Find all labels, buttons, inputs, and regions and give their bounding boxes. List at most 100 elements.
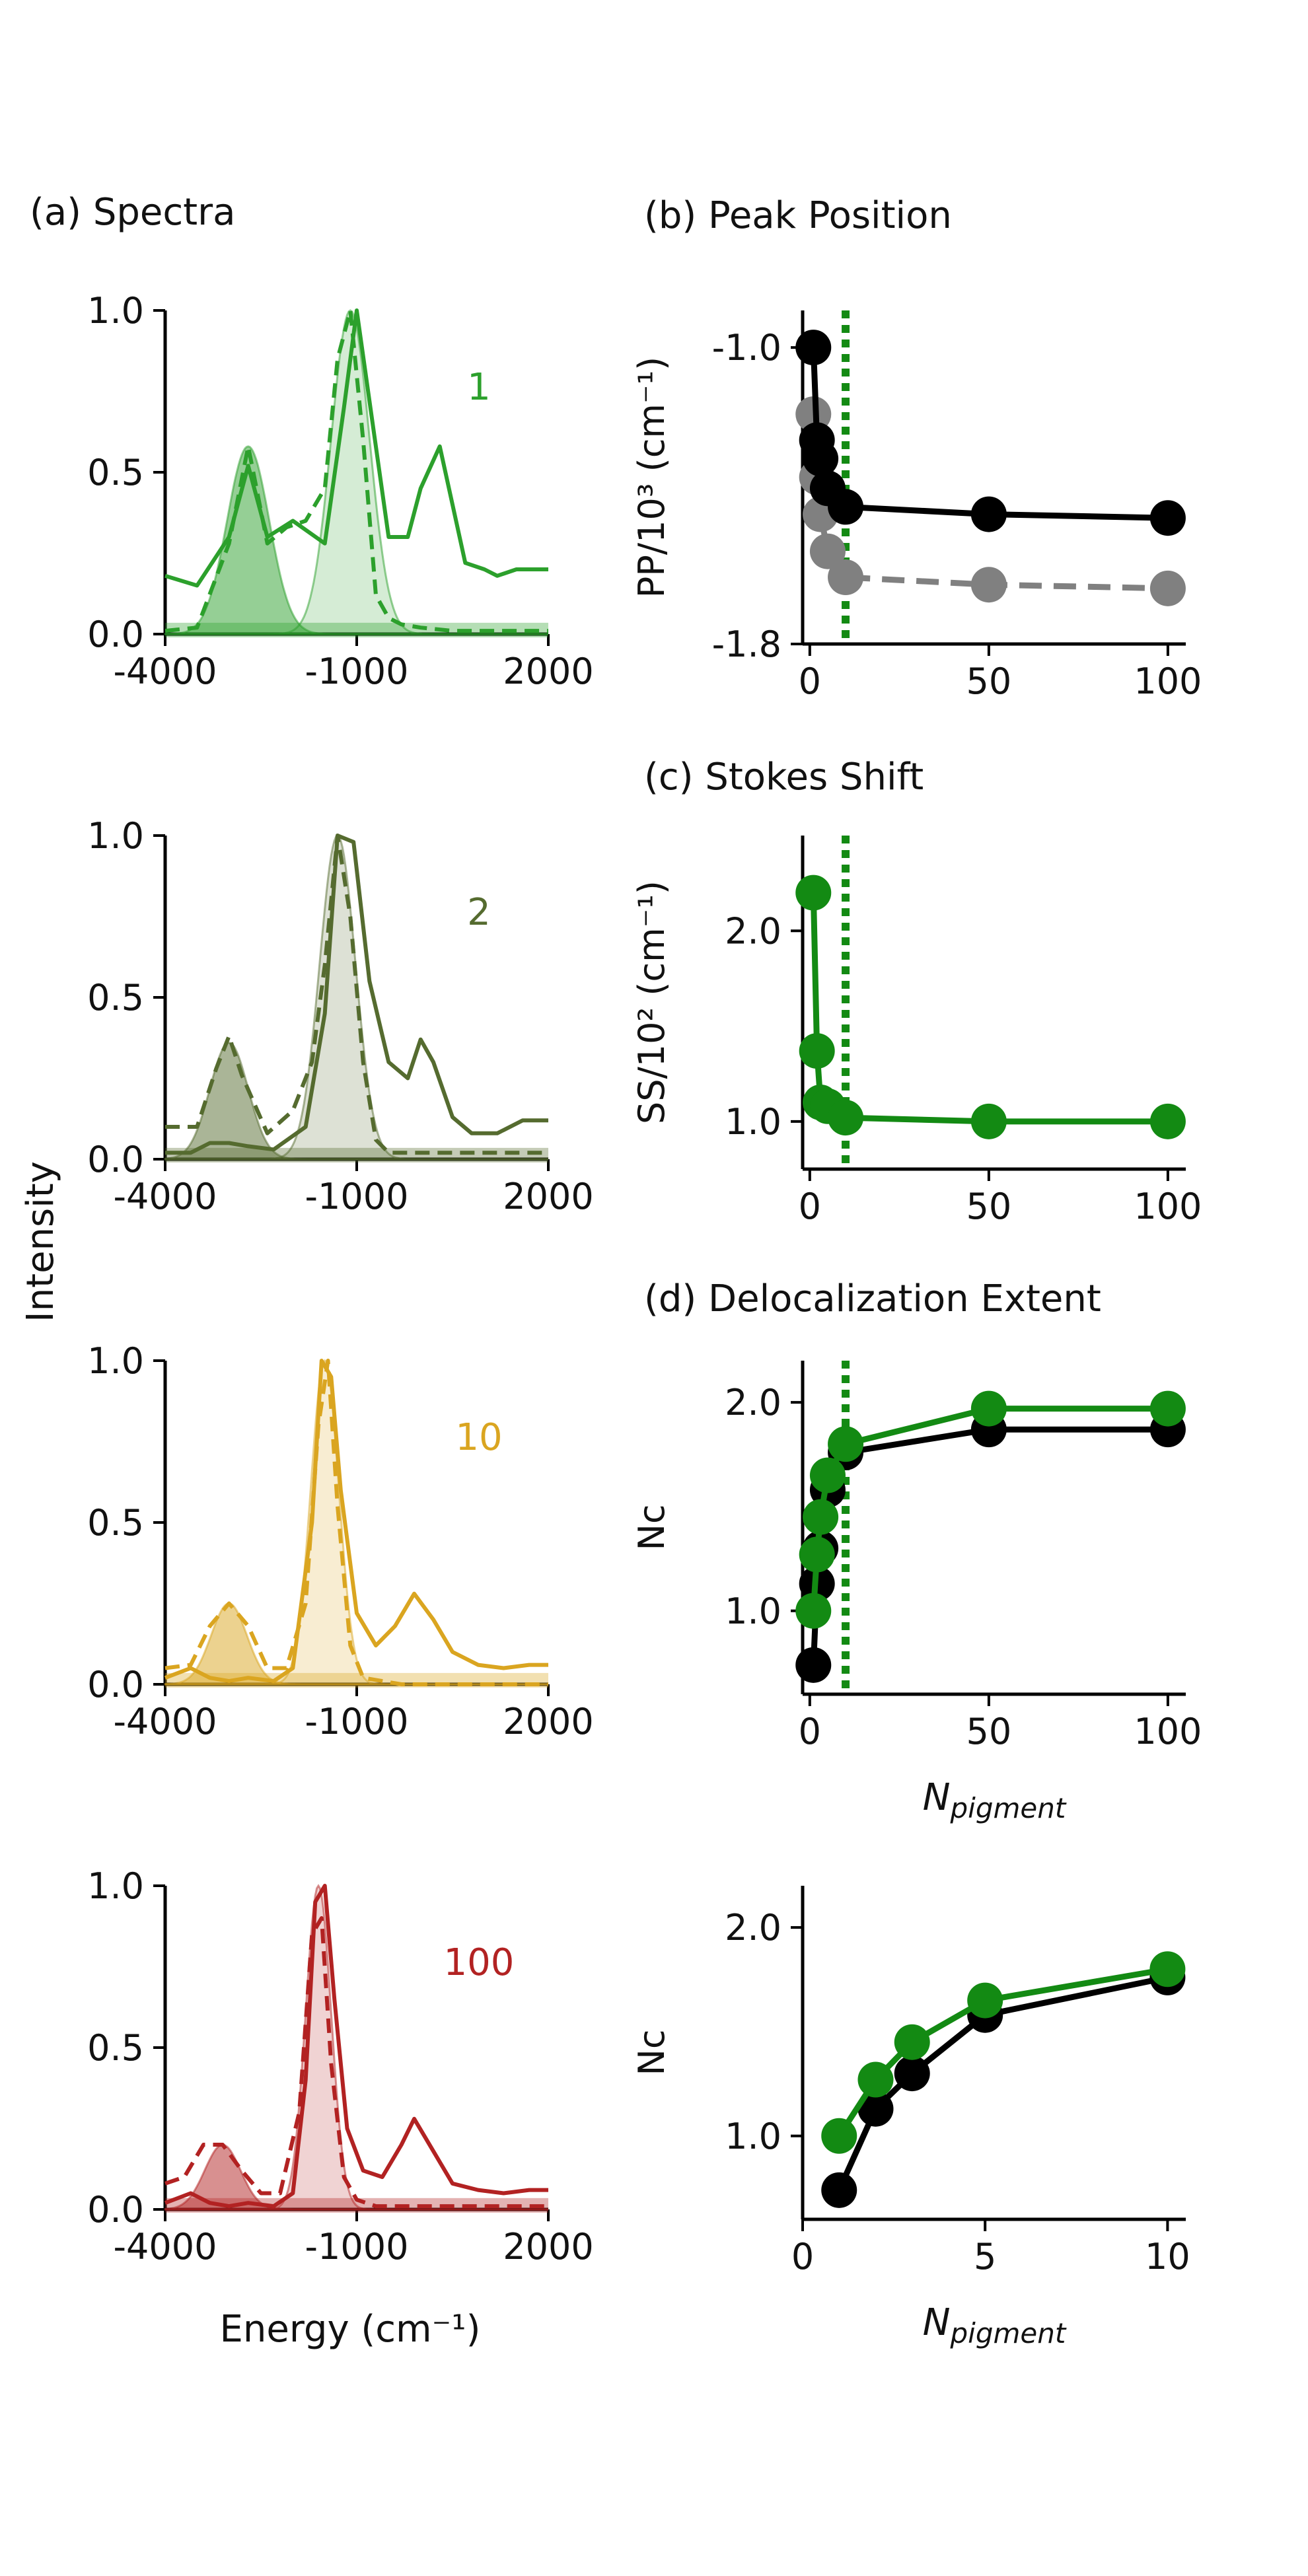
y-tick-label: 2.0	[725, 910, 781, 952]
black-point	[894, 2056, 930, 2092]
x-tick-label: 100	[1134, 1186, 1202, 1227]
x-tick-label: -4000	[114, 1701, 217, 1742]
y-axis-label: Nᴄ	[631, 2029, 672, 2075]
emission-line	[165, 834, 548, 1155]
x-tick-label: 100	[1134, 661, 1202, 702]
energy-xlabel: Energy (cm⁻¹)	[220, 2308, 481, 2351]
green-point	[967, 1982, 1003, 2019]
green-point	[803, 1499, 839, 1535]
stokes-point	[795, 875, 832, 911]
size-label: 2	[467, 891, 491, 934]
peak-fill-2	[165, 1884, 548, 2211]
spectra-100-panel: -4000 -1000 2000 0.0 0.5 1.0 100	[87, 1865, 594, 2268]
y-tick-label: 1.0	[87, 1340, 144, 1382]
green-point	[821, 2118, 857, 2154]
absorption-point	[809, 533, 846, 569]
x-tick-label: 2000	[503, 1701, 593, 1742]
emission-point	[795, 330, 832, 366]
spectra-2-panel: -4000 -1000 2000 0.0 0.5 1.0 2	[87, 815, 594, 1217]
stokes-point	[828, 1100, 864, 1136]
y-tick-label: 1.0	[725, 2116, 781, 2157]
shared-ylabel: Intensity	[19, 1161, 62, 1322]
x-tick-label: 2000	[503, 2226, 593, 2268]
stokes-series-line	[810, 892, 1168, 1125]
x-axis-label-main: N	[923, 2301, 951, 2344]
y-tick-label: 1.0	[725, 1591, 781, 1632]
x-tick-label: 2000	[503, 1176, 593, 1217]
spectra-1-panel: -4000 -1000 2000 0.0 0.5 1.0 1	[87, 290, 594, 692]
x-tick-label: -1000	[305, 1701, 409, 1742]
peak-position-panel: 0 50 100 -1.0 -1.8 PP/10³ (cm⁻¹)	[631, 310, 1202, 702]
absorption-point	[970, 567, 1007, 603]
x-tick-label: 0	[791, 2236, 814, 2277]
y-tick-label: 0.5	[87, 977, 144, 1019]
x-tick-label: 50	[966, 661, 1012, 702]
title-peak-position: (b) Peak Position	[644, 194, 952, 237]
stokes-shift-panel: 0 50 100 1.0 2.0 SS/10² (cm⁻¹)	[631, 836, 1202, 1227]
y-axis-label: PP/10³ (cm⁻¹)	[631, 357, 672, 598]
title-delocalization: (d) Delocalization Extent	[644, 1277, 1101, 1320]
spectra-10-panel: -4000 -1000 2000 0.0 0.5 1.0 10	[87, 1340, 594, 1742]
black-series-line	[810, 1426, 1168, 1665]
x-axis-label-sub: pigment	[950, 1792, 1067, 1824]
title-spectra: (a) Spectra	[30, 191, 235, 234]
x-tick-label: -4000	[114, 1176, 217, 1217]
y-axis-label: SS/10² (cm⁻¹)	[631, 880, 672, 1124]
green-point	[809, 1457, 846, 1493]
y-tick-label: 0.0	[87, 2189, 144, 2231]
green-point	[1149, 1951, 1186, 1987]
absorption-line	[164, 1916, 548, 2209]
peak-fill-2	[165, 309, 548, 635]
absorption-point	[828, 559, 864, 595]
x-tick-label: 2000	[503, 651, 593, 692]
y-tick-label: 0.5	[87, 2027, 144, 2069]
x-tick-label: -1000	[305, 651, 409, 692]
y-axis-label: Nᴄ	[631, 1504, 672, 1550]
emission-line	[164, 308, 548, 588]
black-point	[821, 2172, 857, 2208]
size-label: 1	[467, 366, 491, 409]
x-tick-label: 10	[1145, 2236, 1190, 2277]
x-axis-label-sub: pigment	[950, 2317, 1067, 2349]
stokes-point	[1149, 1103, 1186, 1139]
y-tick-label: 1.0	[87, 1865, 144, 1907]
x-tick-label: -4000	[114, 651, 217, 692]
emission-line	[164, 1359, 548, 1684]
title-stokes-shift: (c) Stokes Shift	[644, 756, 924, 799]
x-tick-label: 0	[799, 1186, 821, 1227]
y-tick-label: 0.0	[87, 1139, 144, 1180]
green-point	[970, 1390, 1007, 1427]
delocalization-panel: 0 50 100 1.0 2.0 Nᴄ Npigment	[631, 1361, 1202, 1824]
green-point	[857, 2061, 894, 2098]
y-tick-label: -1.8	[712, 624, 781, 665]
x-axis-label: Npigment	[923, 2301, 1067, 2349]
y-tick-label: 0.0	[87, 1664, 144, 1705]
green-point	[894, 2024, 930, 2060]
y-tick-label: 1.0	[87, 290, 144, 332]
x-tick-label: 50	[966, 1186, 1012, 1227]
x-tick-label: 0	[799, 1711, 821, 1752]
delocalization-zoom-panel: 0 5 10 1.0 2.0 Nᴄ Npigment	[631, 1886, 1190, 2349]
x-tick-label: -4000	[114, 2226, 217, 2268]
y-tick-label: 1.0	[87, 815, 144, 857]
y-tick-label: 0.0	[87, 614, 144, 655]
y-tick-label: 1.0	[725, 1101, 781, 1143]
y-tick-label: 2.0	[725, 1382, 781, 1423]
absorption-point	[1149, 570, 1186, 606]
x-axis-label-main: N	[923, 1776, 951, 1819]
green-point	[1149, 1390, 1186, 1427]
green-point	[799, 1536, 835, 1573]
emission-point	[828, 489, 864, 525]
x-tick-label: 5	[974, 2236, 996, 2277]
black-point	[795, 1647, 832, 1683]
x-axis-label: Npigment	[923, 1776, 1067, 1824]
y-tick-label: 2.0	[725, 1907, 781, 1949]
x-tick-label: -1000	[305, 1176, 409, 1217]
green-point	[828, 1426, 864, 1462]
size-label: 100	[444, 1941, 515, 1984]
stokes-point	[799, 1033, 835, 1069]
x-tick-label: 100	[1134, 1711, 1202, 1752]
x-tick-label: 0	[799, 661, 821, 702]
emission-point	[970, 496, 1007, 532]
